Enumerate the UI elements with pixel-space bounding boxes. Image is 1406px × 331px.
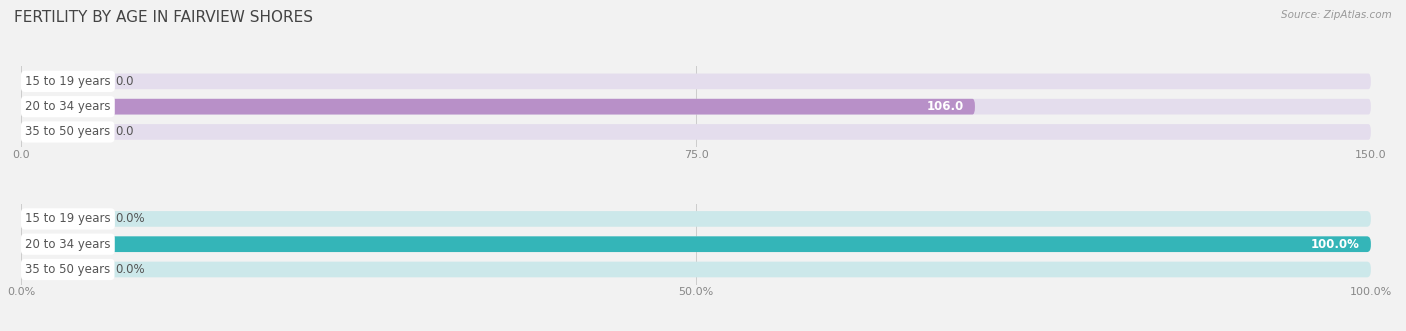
FancyBboxPatch shape [21, 236, 1371, 252]
FancyBboxPatch shape [21, 73, 1371, 89]
Text: 15 to 19 years: 15 to 19 years [25, 75, 111, 88]
Text: Source: ZipAtlas.com: Source: ZipAtlas.com [1281, 10, 1392, 20]
Text: 106.0: 106.0 [927, 100, 965, 113]
FancyBboxPatch shape [21, 99, 1371, 115]
Text: 100.0%: 100.0% [1312, 238, 1360, 251]
Text: 0.0%: 0.0% [115, 263, 145, 276]
Text: 35 to 50 years: 35 to 50 years [25, 125, 111, 138]
FancyBboxPatch shape [21, 261, 96, 277]
Text: 0.0: 0.0 [115, 75, 134, 88]
Text: 15 to 19 years: 15 to 19 years [25, 213, 111, 225]
Text: 0.0%: 0.0% [115, 213, 145, 225]
Text: 20 to 34 years: 20 to 34 years [25, 238, 111, 251]
FancyBboxPatch shape [21, 261, 1371, 277]
Text: 20 to 34 years: 20 to 34 years [25, 100, 111, 113]
Text: FERTILITY BY AGE IN FAIRVIEW SHORES: FERTILITY BY AGE IN FAIRVIEW SHORES [14, 10, 314, 25]
FancyBboxPatch shape [21, 236, 1371, 252]
FancyBboxPatch shape [21, 99, 974, 115]
FancyBboxPatch shape [21, 124, 96, 140]
FancyBboxPatch shape [21, 124, 1371, 140]
FancyBboxPatch shape [21, 73, 96, 89]
FancyBboxPatch shape [21, 211, 96, 227]
FancyBboxPatch shape [21, 211, 1371, 227]
Text: 35 to 50 years: 35 to 50 years [25, 263, 111, 276]
Text: 0.0: 0.0 [115, 125, 134, 138]
